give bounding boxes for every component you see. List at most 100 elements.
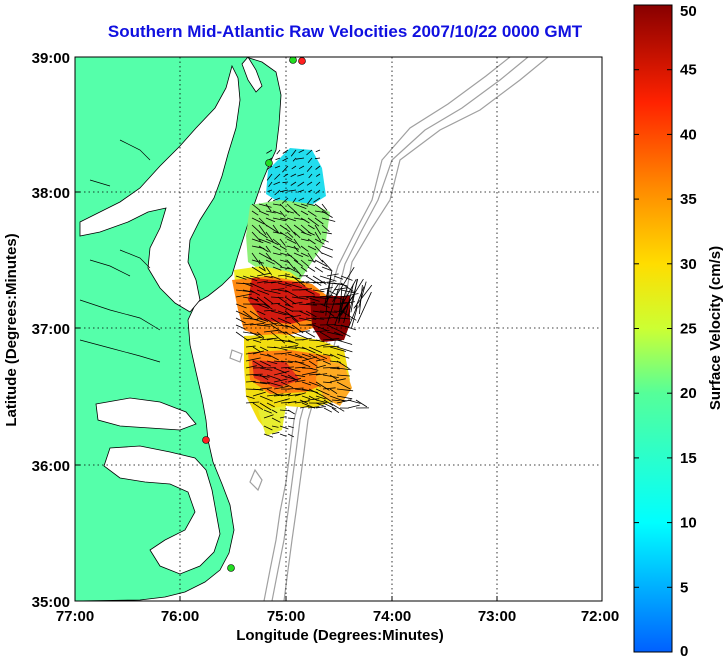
velocity-vector [263, 433, 274, 438]
y-axis-label: Latitude (Degrees:Minutes) [3, 233, 20, 426]
velocity-vector [245, 365, 257, 369]
delaware-bay [241, 57, 263, 93]
velocity-vector [314, 217, 324, 225]
velocity-vector [235, 331, 249, 342]
velocity-vector [336, 339, 353, 345]
velocity-vector [272, 203, 282, 206]
velocity-vector [336, 395, 353, 400]
velocity-vector [242, 282, 253, 287]
velocity-vector [312, 310, 325, 314]
velocity-vector [339, 399, 348, 402]
velocity-vector [315, 406, 324, 409]
velocity-vector [259, 402, 272, 411]
velocity-vector [281, 197, 289, 204]
y-tick-label: 38:00 [32, 185, 70, 202]
velocity-vector [245, 336, 262, 341]
x-tick-labels: 77:00 76:00 75:00 74:00 73:00 72:00 [56, 608, 619, 625]
velocity-vector [294, 366, 306, 369]
albemarle-sound [95, 397, 197, 431]
velocity-vector [272, 210, 282, 215]
velocity-vector [284, 275, 300, 280]
velocity-vector [287, 433, 294, 438]
velocity-vector [259, 387, 272, 390]
velocity-vector [301, 346, 316, 354]
velocity-vector [312, 324, 328, 331]
velocity-vector [358, 281, 367, 308]
velocity-vector [347, 399, 361, 404]
velocity-vector [273, 367, 286, 374]
velocity-vector [267, 189, 273, 192]
velocity-vector [298, 295, 316, 298]
velocity-vector [359, 284, 363, 315]
velocity-vector [273, 370, 290, 376]
velocity-vector [265, 224, 279, 233]
velocity-vector [322, 360, 332, 365]
velocity-vector [266, 402, 275, 408]
velocity-vector [291, 331, 309, 340]
velocity-vector [338, 286, 348, 312]
velocity-vector [282, 149, 289, 154]
velocity-vector [298, 288, 313, 291]
velocity-vector [273, 346, 288, 351]
velocity-vector [314, 266, 324, 273]
velocity-vector [300, 266, 308, 272]
velocity-vector [284, 296, 296, 305]
velocity-vector [305, 296, 320, 302]
velocity-vector [258, 203, 272, 208]
velocity-vector [279, 231, 293, 241]
velocity-vector [336, 360, 350, 370]
velocity-vector [274, 165, 281, 169]
velocity-vector [256, 296, 270, 308]
velocity-vector [284, 331, 296, 338]
velocity-vector [291, 165, 297, 170]
velocity-vector [272, 245, 281, 251]
velocity-vector [245, 357, 261, 362]
velocity-vector [270, 302, 281, 305]
velocity-vector [293, 224, 306, 234]
velocity-vector [273, 197, 281, 202]
velocity-vector [329, 402, 345, 412]
velocity-vector [329, 378, 346, 383]
velocity-vector [307, 210, 317, 217]
velocity-vector [291, 317, 300, 325]
velocity-vector [287, 377, 302, 383]
velocity-vector [235, 303, 247, 309]
velocity-patch-east-orange [316, 360, 352, 406]
velocity-vector [308, 360, 318, 367]
velocity-vector [293, 259, 304, 267]
velocity-vector [315, 399, 327, 403]
velocity-vector [336, 346, 353, 353]
velocity-vector [322, 353, 333, 357]
velocity-vector [287, 387, 304, 390]
velocity-vector [271, 417, 281, 423]
velocity-patch-south-tail [258, 406, 286, 436]
velocity-vector [293, 238, 301, 249]
velocity-vector [306, 149, 313, 156]
velocity-vector [348, 305, 358, 328]
y-tick-label: 37:00 [32, 321, 70, 338]
velocity-vector [315, 395, 326, 400]
velocity-vector [284, 324, 295, 330]
velocity-vector [312, 317, 325, 320]
velocity-vector [272, 238, 282, 246]
velocity-vector [256, 280, 269, 284]
velocity-vector [242, 331, 260, 335]
velocity-vector [266, 346, 277, 349]
velocity-vector [272, 224, 280, 234]
velocity-vector [300, 203, 309, 207]
velocity-vector [277, 317, 292, 325]
velocity-vector [258, 259, 266, 271]
velocity-vector [258, 210, 270, 216]
velocity-vector [258, 266, 266, 272]
velocity-vector [256, 303, 269, 309]
velocity-vector [315, 181, 321, 186]
velocity-vector [249, 282, 265, 290]
velocity-vector [293, 210, 301, 217]
colorbar-tick-label: 35 [680, 191, 697, 208]
velocity-vector [298, 197, 305, 202]
velocity-vector [270, 331, 286, 344]
velocity-vector [307, 203, 316, 206]
velocity-vector [290, 149, 297, 157]
velocity-vector [298, 165, 305, 170]
